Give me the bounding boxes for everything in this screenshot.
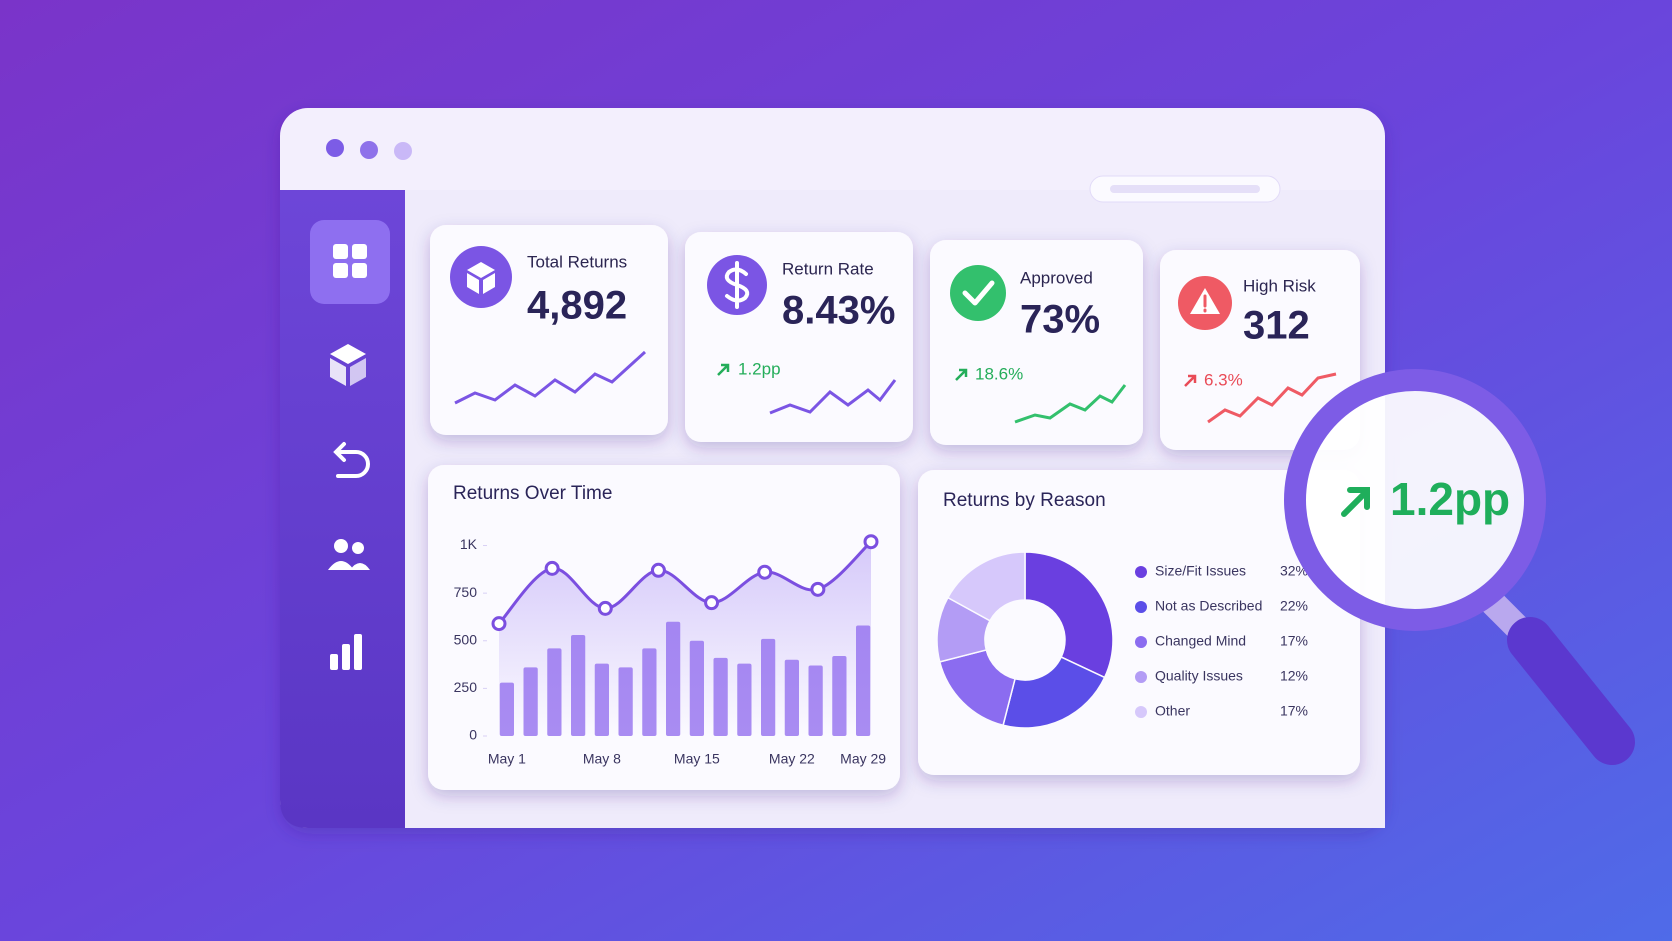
x-tick-label: May 15: [674, 751, 720, 767]
address-bar-line: [1110, 185, 1260, 193]
kpi-label: Return Rate: [782, 259, 874, 278]
legend-label: Other: [1155, 703, 1190, 719]
kpi-card: Return Rate 8.43% 1.2pp: [685, 232, 913, 442]
box-glyph: [467, 262, 495, 294]
y-tick-label: 0: [469, 727, 477, 743]
kpi-icon: [950, 265, 1006, 321]
magnifier: 1.2pp: [1284, 369, 1635, 765]
donut-slice: [1024, 551, 1114, 679]
legend-label: Not as Described: [1155, 598, 1262, 614]
y-tick-label: 500: [454, 631, 478, 647]
nav-dashboard[interactable]: [310, 220, 390, 304]
x-tick-label: May 8: [583, 751, 621, 767]
line-point: [597, 600, 613, 616]
legend-value: 32%: [1280, 563, 1308, 579]
nav-products[interactable]: [330, 344, 366, 386]
up-arrow: [717, 363, 730, 376]
nav-customers[interactable]: [328, 539, 370, 570]
window-dot: [360, 141, 378, 159]
kpi-value: 312: [1243, 304, 1310, 348]
up-arrow: [1341, 487, 1370, 517]
nav-reports[interactable]: [330, 634, 362, 670]
sparkline: [769, 379, 897, 415]
donut-slice: [1002, 656, 1106, 729]
legend-value: 17%: [1280, 633, 1308, 649]
line-point: [491, 616, 507, 632]
legend-value: 22%: [1280, 598, 1308, 614]
grid-icon: [333, 244, 367, 278]
sparkline: [1014, 384, 1127, 424]
legend-value: 17%: [1280, 703, 1308, 719]
check-glyph: [962, 280, 995, 306]
kpi-value: 4,892: [527, 284, 627, 328]
up-arrow: [1184, 374, 1197, 387]
kpi-value: 8.43%: [782, 289, 895, 333]
line-point: [544, 560, 560, 576]
window-dot: [394, 142, 412, 160]
up-arrow: [955, 368, 968, 381]
kpi-card: Total Returns 4,892: [430, 225, 668, 435]
magnifier-handle: [1507, 617, 1635, 765]
y-tick-label: 1K: [460, 536, 478, 552]
line-point: [704, 595, 720, 611]
legend-swatch: [1135, 566, 1147, 578]
legend-swatch: [1135, 706, 1147, 718]
kpi-label: Total Returns: [527, 252, 627, 271]
nav-returns[interactable]: [333, 442, 370, 478]
panel-title: Returns Over Time: [453, 483, 612, 504]
line-point: [863, 534, 879, 550]
kpi-label: High Risk: [1243, 276, 1316, 295]
magnified-change: 1.2pp: [1390, 473, 1510, 525]
dollar-glyph: [724, 261, 750, 309]
legend-value: 12%: [1280, 668, 1308, 684]
sparkline: [454, 350, 647, 405]
legend-label: Size/Fit Issues: [1155, 563, 1246, 579]
legend-swatch: [1135, 636, 1147, 648]
x-tick-label: May 1: [488, 751, 526, 767]
legend-swatch: [1135, 601, 1147, 613]
kpi-change: 18.6%: [975, 364, 1023, 383]
donut-slice: [946, 551, 1026, 622]
y-tick-label: 750: [454, 584, 478, 600]
legend-label: Quality Issues: [1155, 668, 1243, 684]
charts: 0 250 500 750 1K May 1 May 8 May 15 May 22 May 29…: [454, 534, 1308, 767]
line-point: [650, 562, 666, 578]
magnifier-lens: [1284, 369, 1546, 631]
line-area: [499, 541, 871, 736]
kpi-change: 6.3%: [1204, 370, 1243, 389]
kpi-value: 73%: [1020, 298, 1100, 342]
line-point: [757, 564, 773, 580]
y-tick-label: 250: [454, 679, 478, 695]
sparkline: [1207, 372, 1337, 424]
kpi-card: High Risk 312 6.3%: [1160, 250, 1360, 450]
panel-title: Returns by Reason: [943, 490, 1106, 511]
sidebar: [280, 190, 405, 828]
kpi-label: Approved: [1020, 268, 1093, 287]
kpi-card: Approved 73% 18.6%: [930, 240, 1143, 445]
line-point: [810, 581, 826, 597]
kpi-change: 1.2pp: [738, 359, 781, 378]
legend-swatch: [1135, 671, 1147, 683]
x-tick-label: May 29: [840, 751, 886, 767]
window-dot: [326, 139, 344, 157]
legend-label: Changed Mind: [1155, 633, 1246, 649]
x-tick-label: May 22: [769, 751, 815, 767]
